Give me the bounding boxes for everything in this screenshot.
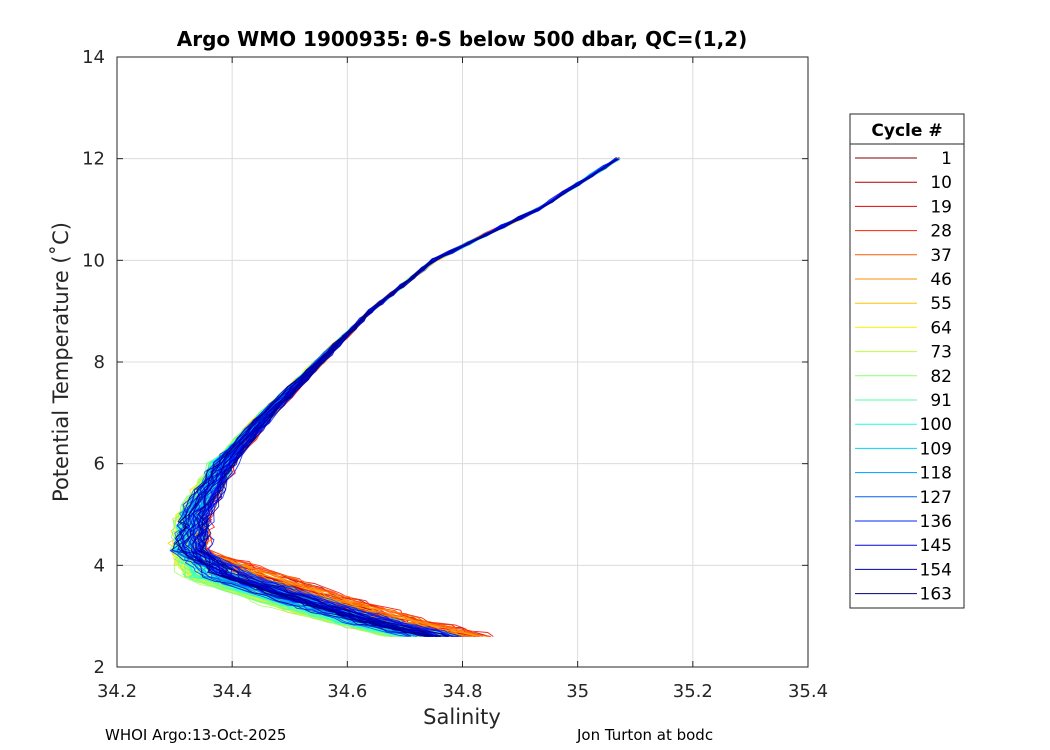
legend-label: 154 xyxy=(920,560,952,580)
y-tick-label: 2 xyxy=(94,657,105,678)
y-tick-label: 12 xyxy=(82,149,105,170)
legend-label: 1 xyxy=(941,149,952,169)
legend-label: 163 xyxy=(920,585,952,605)
legend-label: 28 xyxy=(930,222,952,242)
x-axis-label: Salinity xyxy=(423,705,501,729)
legend-label: 10 xyxy=(930,173,952,193)
chart-title: Argo WMO 1900935: θ-S below 500 dbar, QC… xyxy=(177,27,747,51)
profile-line-cycle-165 xyxy=(201,261,434,637)
y-axis-ticks: 2 4 6 8 10 12 14 xyxy=(82,47,808,678)
legend-entries: 1 10 19 28 37 46 55 64 73 82 91 100 109 118 127 136 145 1… xyxy=(855,149,952,605)
profile-line-cycle-160 xyxy=(174,310,426,637)
x-tick-label: 35 xyxy=(566,681,589,702)
legend-label: 73 xyxy=(930,343,952,363)
legend-box xyxy=(849,113,965,609)
legend-label: 46 xyxy=(930,270,952,290)
x-tick-label: 34.6 xyxy=(327,681,367,702)
profile-lines xyxy=(167,156,621,637)
legend-label: 37 xyxy=(930,246,952,266)
x-tick-label: 35.2 xyxy=(673,681,713,702)
x-tick-label: 34.2 xyxy=(97,681,137,702)
y-axis-label: Potential Temperature (˚C) xyxy=(49,222,73,502)
legend-label: 55 xyxy=(930,294,952,314)
legend-label: 136 xyxy=(920,512,952,532)
legend: Cycle # 1 10 19 28 37 46 55 64 73 82 91 100 109 118 12… xyxy=(849,113,965,609)
y-tick-label: 8 xyxy=(94,352,105,373)
x-tick-label: 34.8 xyxy=(442,681,482,702)
profile-line-cycle-167 xyxy=(175,158,618,637)
legend-label: 127 xyxy=(920,488,952,508)
legend-label: 64 xyxy=(930,318,952,338)
legend-label: 82 xyxy=(930,367,952,387)
y-tick-label: 6 xyxy=(94,454,105,475)
y-tick-label: 4 xyxy=(94,555,105,576)
legend-label: 100 xyxy=(920,415,952,435)
legend-label: 118 xyxy=(920,464,952,484)
legend-label: 91 xyxy=(930,391,952,411)
footer-left: WHOI Argo:13-Oct-2025 xyxy=(105,726,286,744)
legend-label: 19 xyxy=(930,197,952,217)
y-tick-label: 10 xyxy=(82,250,105,271)
footer-right: Jon Turton at bodc xyxy=(576,726,713,744)
x-axis-ticks: 34.2 34.4 34.6 34.8 35 35.2 35.4 xyxy=(97,57,828,702)
plot-area: 34.2 34.4 34.6 34.8 35 35.2 35.4 2 4 6 8 10 12 14 xyxy=(82,47,828,702)
x-tick-label: 34.4 xyxy=(212,681,252,702)
x-tick-label: 35.4 xyxy=(788,681,828,702)
profile-line-cycle-161 xyxy=(184,361,412,637)
legend-title: Cycle # xyxy=(871,121,942,141)
legend-label: 145 xyxy=(920,536,952,556)
legend-label: 109 xyxy=(920,439,952,459)
profile-line-cycle-166 xyxy=(196,311,449,637)
y-tick-label: 14 xyxy=(82,47,105,68)
